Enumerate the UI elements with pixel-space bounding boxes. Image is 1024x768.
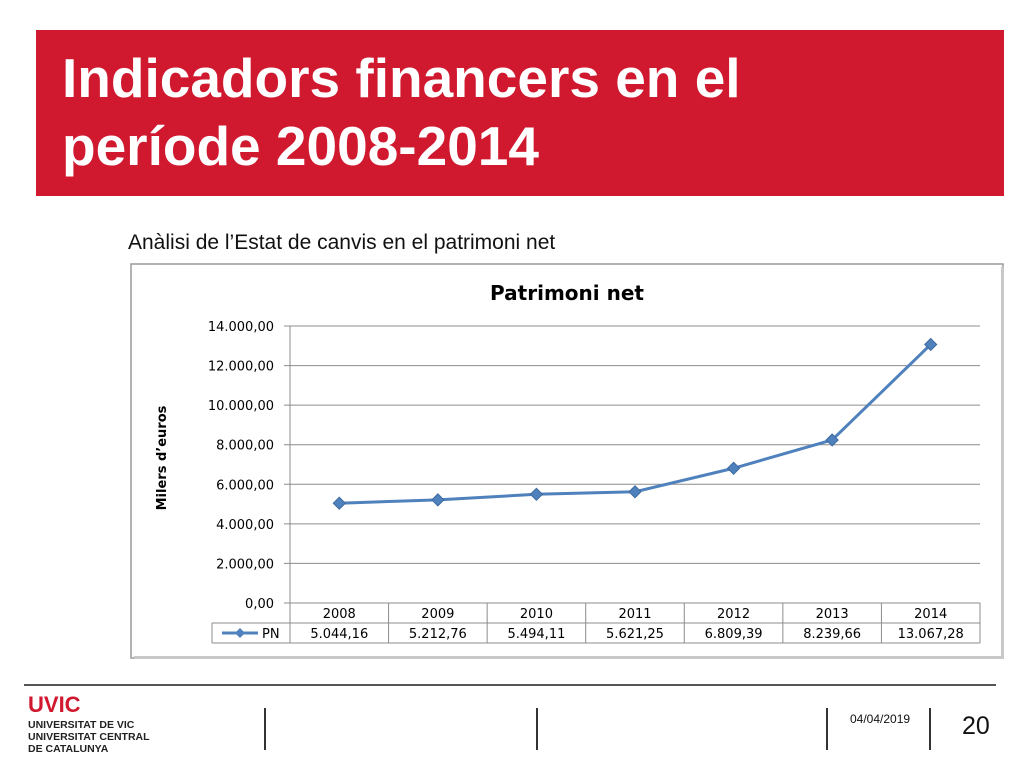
data-point: [628, 485, 642, 499]
footer-separator: [826, 708, 828, 750]
x-tick-label: 2012: [717, 607, 750, 622]
slide-title: Indicadors financers en el període 2008-…: [62, 44, 962, 180]
y-tick-label: 4.000,00: [216, 518, 274, 533]
data-table: 2008 2009 2010 2011 2012 2013 2014 5.044,16 5.21…: [211, 603, 981, 644]
x-tick-label: 2008: [323, 607, 356, 622]
footer-rule: [24, 684, 996, 686]
x-tick-label: 2009: [421, 607, 454, 622]
x-tick-label: 2014: [914, 607, 947, 622]
data-table-value: 5.044,16: [310, 627, 368, 642]
data-point: [924, 337, 938, 352]
chart-frame-shadow-bottom: [134, 656, 1004, 659]
x-tick-label: 2013: [816, 607, 849, 622]
chart-frame: 0,00 2.000,00 4.000,00 6.000,00 8.000,00 10.0…: [130, 263, 1004, 659]
data-table-value: 5.212,76: [409, 627, 467, 642]
data-table-value: 8.239,66: [803, 627, 861, 642]
footer-separator: [929, 708, 931, 750]
logo-text: UNIVERSITAT DE VIC UNIVERSITAT CENTRAL D…: [28, 719, 150, 755]
y-tick-label: 8.000,00: [216, 439, 274, 454]
data-table-value: 13.067,28: [898, 627, 964, 642]
legend-label: PN: [262, 627, 280, 642]
logo-mark-vic: VIC: [43, 692, 81, 717]
data-point: [825, 433, 839, 447]
logo-mark: UVIC: [28, 694, 150, 716]
line-chart: 0,00 2.000,00 4.000,00 6.000,00 8.000,00 10.0…: [130, 263, 1004, 659]
data-point: [431, 493, 445, 507]
data-table-value: 6.809,39: [705, 627, 763, 642]
footer-separator: [536, 708, 538, 750]
y-tick-label: 10.000,00: [208, 399, 274, 414]
data-point: [529, 487, 544, 502]
title-banner: Indicadors financers en el període 2008-…: [36, 30, 1004, 196]
series-layer: [332, 337, 938, 510]
gridlines: [284, 325, 980, 604]
y-tick-label: 0,00: [245, 597, 274, 612]
logo-mark-u: U: [28, 692, 44, 717]
logo-line-1: UNIVERSITAT DE VIC: [28, 719, 135, 731]
data-table-value: 5.621,25: [606, 627, 664, 642]
data-table-value: 5.494,11: [507, 627, 565, 642]
y-axis-label: Milers d’euros: [155, 405, 170, 510]
y-tick-label: 12.000,00: [208, 360, 274, 375]
y-tick-label: 2.000,00: [216, 557, 274, 572]
page-number: 20: [962, 712, 990, 740]
y-tick-label: 14.000,00: [208, 320, 274, 335]
university-logo: UVIC UNIVERSITAT DE VIC UNIVERSITAT CENT…: [28, 694, 150, 756]
x-tick-label: 2011: [618, 607, 651, 622]
y-tick-labels: 0,00 2.000,00 4.000,00 6.000,00 8.000,00 10.0…: [208, 320, 274, 612]
legend-key-marker: [235, 628, 245, 638]
slide-title-line-1: Indicadors financers en el: [62, 47, 741, 109]
chart-background: [130, 263, 1004, 659]
footer-separator: [264, 708, 266, 750]
slide-title-line-2: període 2008-2014: [62, 115, 539, 177]
slide-date: 04/04/2019: [850, 712, 911, 726]
logo-line-3: DE CATALUNYA: [28, 743, 109, 755]
chart-frame-shadow-right: [1001, 267, 1004, 659]
chart-title: Patrimoni net: [490, 281, 644, 305]
logo-line-2: UNIVERSITAT CENTRAL: [28, 731, 150, 743]
slide-subtitle: Anàlisi de l’Estat de canvis en el patri…: [128, 231, 556, 254]
data-point: [332, 496, 346, 510]
data-point: [726, 461, 741, 475]
x-tick-label: 2010: [520, 607, 553, 622]
y-tick-label: 6.000,00: [216, 478, 274, 493]
